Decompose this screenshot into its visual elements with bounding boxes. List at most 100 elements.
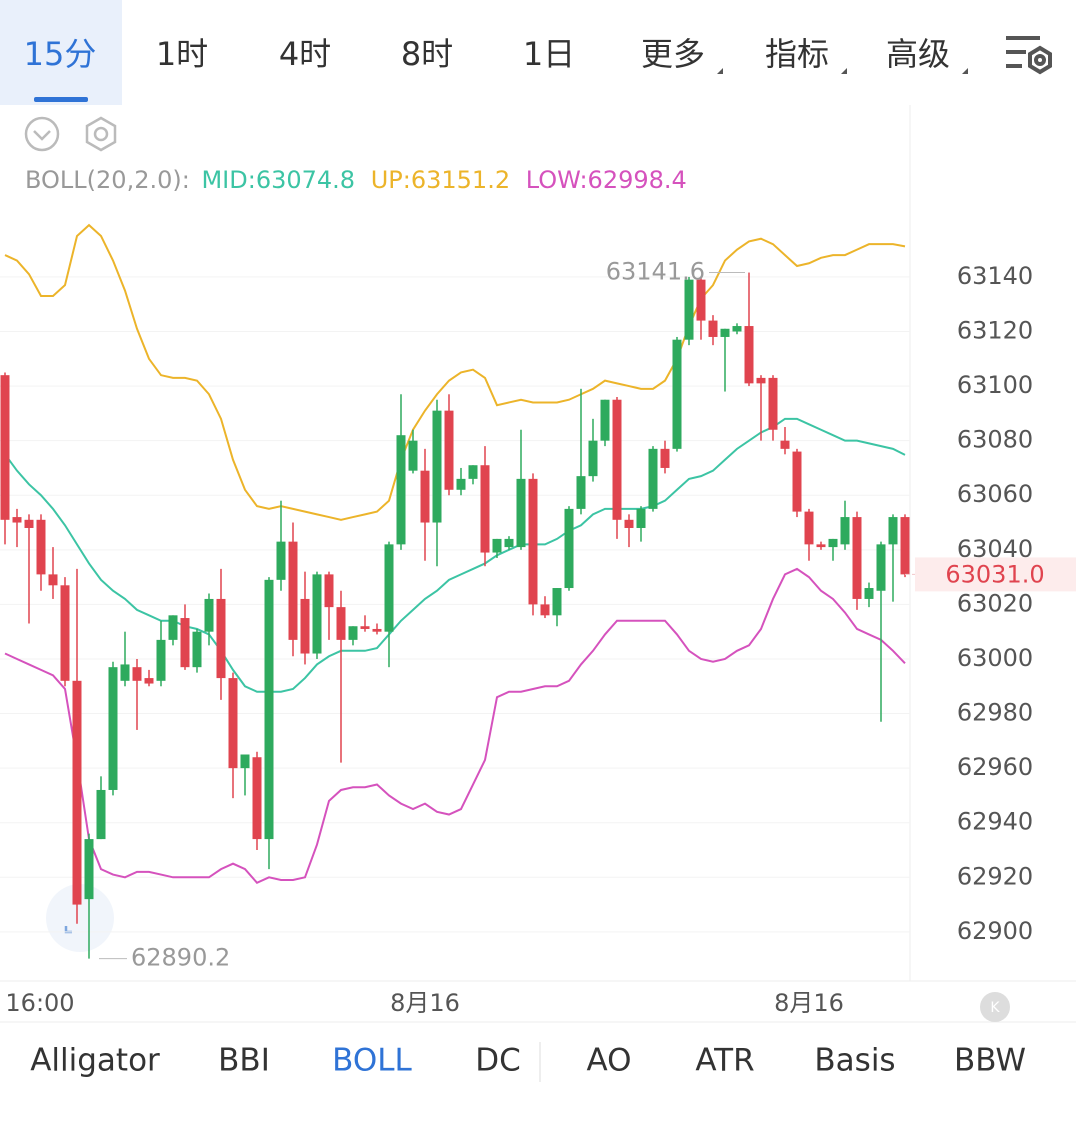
scroll-end-button[interactable]: K <box>980 992 1010 1022</box>
candle-body <box>216 598 226 679</box>
candle-body <box>156 639 166 681</box>
min-annotation: 62890.2 <box>131 944 230 972</box>
candle-body <box>336 607 346 640</box>
candle-body <box>180 618 190 668</box>
max-annotation: 63141.6 <box>606 258 705 286</box>
candle-body <box>456 478 466 490</box>
candle-body <box>324 574 334 608</box>
candle-body <box>900 517 910 575</box>
candle-body <box>564 508 574 589</box>
candle-body <box>876 544 886 591</box>
candle-body <box>228 678 238 769</box>
candle-body <box>0 375 10 520</box>
candle-body <box>312 574 322 654</box>
candle-body <box>348 626 358 640</box>
candle-body <box>468 465 478 479</box>
dropdown-caret <box>841 68 847 74</box>
candle-body <box>696 279 706 321</box>
candle-body <box>240 754 250 769</box>
settings-icon[interactable] <box>1006 36 1052 75</box>
candle-body <box>384 544 394 632</box>
dropdown-caret <box>962 68 968 74</box>
candle-body <box>168 615 178 640</box>
indicator-tab[interactable]: Basis <box>814 1043 895 1079</box>
candle-body <box>708 320 718 337</box>
candle-body <box>636 508 646 528</box>
candle-body <box>396 435 406 545</box>
candle-body <box>48 574 58 586</box>
candle-body <box>84 839 94 900</box>
candle-body <box>780 440 790 449</box>
candle-body <box>600 399 610 441</box>
timeframe-tab[interactable]: 4时 <box>279 35 331 73</box>
timeframe-tab[interactable]: 指标 <box>765 35 829 73</box>
candle-body <box>24 519 34 528</box>
candle-body <box>120 664 130 681</box>
candle-body <box>756 377 766 384</box>
candle-body <box>528 478 538 605</box>
candle-body <box>288 541 298 640</box>
indicator-tab[interactable]: Alligator <box>30 1043 160 1079</box>
y-tick-label: 62960 <box>957 753 1033 781</box>
y-tick-label: 63140 <box>957 262 1033 290</box>
timeframe-tab[interactable]: 更多 <box>641 35 705 73</box>
candle-body <box>444 410 454 490</box>
indicator-tab[interactable]: DC <box>475 1043 521 1079</box>
candle-body <box>840 517 850 545</box>
candle-body <box>672 339 682 449</box>
active-tab-underline <box>34 97 88 102</box>
candle-body <box>360 626 370 629</box>
candle-body <box>684 279 694 340</box>
candle-body <box>588 440 598 477</box>
legend-entry: MID:63074.8 <box>201 166 355 194</box>
candle-body <box>792 451 802 512</box>
candle-body <box>276 541 286 580</box>
timeframe-tab[interactable]: 15分 <box>24 35 97 73</box>
candle-body <box>432 410 442 523</box>
legend-entry: LOW:62998.4 <box>526 166 687 194</box>
candle-body <box>576 476 586 509</box>
y-tick-label: 62940 <box>957 808 1033 836</box>
candle-body <box>36 519 46 575</box>
boll-line <box>4 417 906 693</box>
active-tab-bg <box>0 0 122 105</box>
y-tick-label: 63060 <box>957 480 1033 508</box>
candle-body <box>408 440 418 471</box>
indicator-legend: BOLL(20,2.0): MID:63074.8 UP:63151.2 LOW… <box>25 166 687 194</box>
indicator-label: BOLL(20,2.0): <box>25 166 190 194</box>
chart-tools[interactable] <box>24 116 117 152</box>
y-tick-label: 63120 <box>957 317 1033 345</box>
candle-body <box>768 377 778 430</box>
candle-body <box>204 598 214 632</box>
candle-body <box>888 517 898 545</box>
boll-line <box>4 567 906 884</box>
x-tick-label: 8月16 <box>774 989 844 1017</box>
candle-body <box>144 678 154 684</box>
candle-body <box>816 544 826 548</box>
candle-body <box>264 579 274 840</box>
timeframe-tab[interactable]: 1日 <box>523 35 575 73</box>
candle-body <box>864 588 874 599</box>
candle-body <box>720 328 730 337</box>
y-tick-label: 63080 <box>957 426 1033 454</box>
candle-body <box>516 478 526 548</box>
indicator-tab[interactable]: ATR <box>695 1043 754 1079</box>
y-tick-label: 62920 <box>957 862 1033 890</box>
candle-body <box>540 604 550 616</box>
candle-body <box>732 326 742 332</box>
indicator-tab[interactable]: BOLL <box>332 1043 412 1079</box>
indicator-tab[interactable]: BBW <box>954 1043 1026 1079</box>
candle-body <box>372 628 382 632</box>
candle-body <box>852 517 862 599</box>
timeframe-tab[interactable]: 8时 <box>401 35 453 73</box>
indicator-tab[interactable]: AO <box>586 1043 631 1079</box>
indicator-tab[interactable]: BBI <box>218 1043 270 1079</box>
boll-line <box>4 223 906 521</box>
candle-body <box>492 538 502 553</box>
candle-body <box>108 667 118 790</box>
timeframe-tab[interactable]: 1时 <box>156 35 208 73</box>
candle-body <box>192 631 202 668</box>
legend-entry: UP:63151.2 <box>371 166 510 194</box>
timeframe-tab[interactable]: 高级 <box>886 35 950 73</box>
